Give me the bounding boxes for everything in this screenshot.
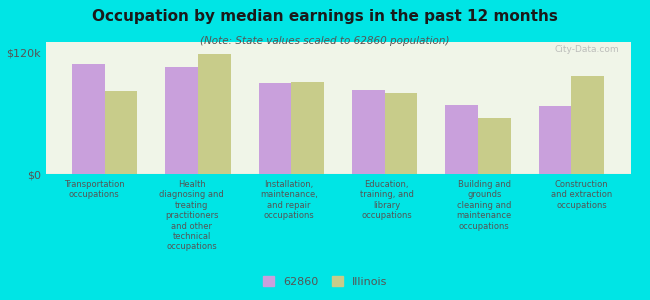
Bar [291, 82, 324, 174]
Text: (Note: State values scaled to 62860 population): (Note: State values scaled to 62860 popu… [200, 36, 450, 46]
Bar [571, 76, 604, 174]
Text: Education,
training, and
library
occupations: Education, training, and library occupat… [360, 180, 413, 220]
Bar [105, 91, 137, 174]
Bar [385, 93, 417, 174]
Text: Health
diagnosing and
treating
practitioners
and other
technical
occupations: Health diagnosing and treating practitio… [159, 180, 224, 251]
Bar [165, 68, 198, 174]
Text: Building and
grounds
cleaning and
maintenance
occupations: Building and grounds cleaning and mainte… [456, 180, 512, 231]
Bar [198, 54, 231, 174]
Bar [539, 106, 571, 174]
Bar [478, 118, 511, 174]
Text: Transportation
occupations: Transportation occupations [64, 180, 125, 200]
Text: Installation,
maintenance,
and repair
occupations: Installation, maintenance, and repair oc… [260, 180, 318, 220]
Bar [352, 90, 385, 174]
Text: Occupation by median earnings in the past 12 months: Occupation by median earnings in the pas… [92, 9, 558, 24]
Bar [445, 105, 478, 174]
Text: City-Data.com: City-Data.com [554, 45, 619, 54]
Bar [259, 82, 291, 174]
Bar [72, 64, 105, 174]
Text: Construction
and extraction
occupations: Construction and extraction occupations [551, 180, 612, 210]
Legend: 62860, Illinois: 62860, Illinois [259, 272, 391, 291]
